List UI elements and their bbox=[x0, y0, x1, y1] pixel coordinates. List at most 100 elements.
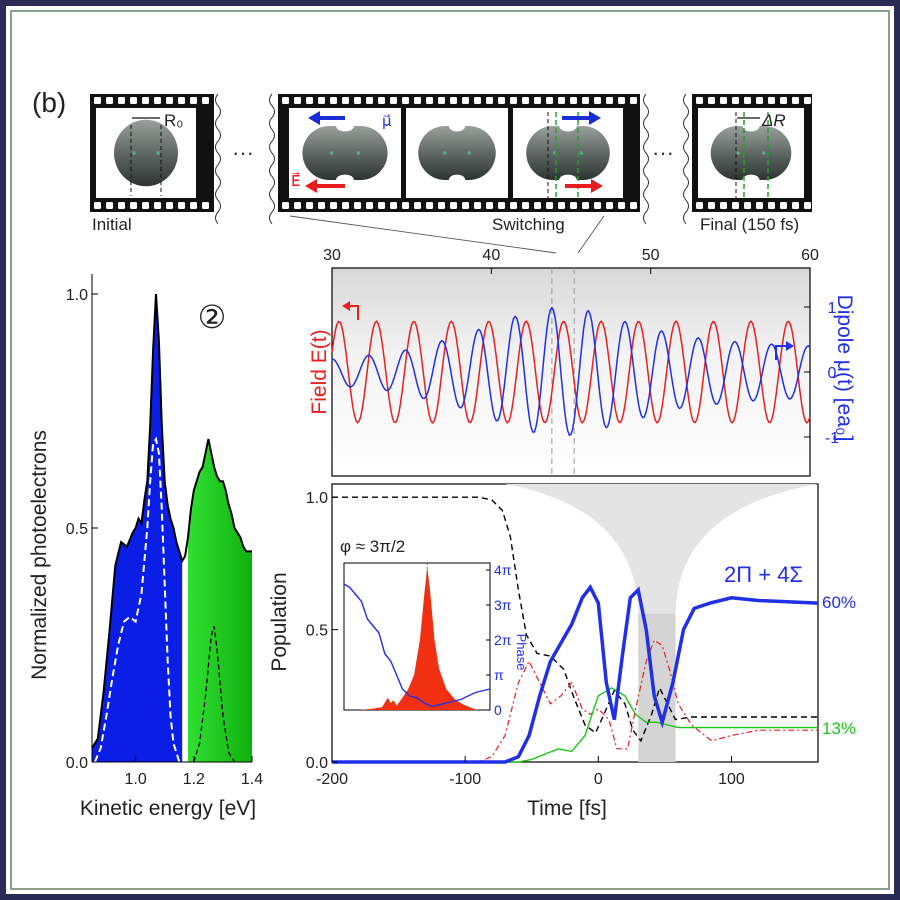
sprocket-hole bbox=[462, 97, 469, 104]
droplet-blob bbox=[114, 119, 178, 187]
nucleus-dot bbox=[156, 151, 160, 155]
field-dipole-plot: 30 40 50 60 1 0 -1 bbox=[323, 247, 839, 477]
film-torn-edge bbox=[683, 93, 689, 225]
sprocket-hole bbox=[708, 202, 715, 209]
sprocket-hole bbox=[696, 202, 703, 209]
film-torn-edge bbox=[215, 93, 221, 225]
y-tick-label: 1.0 bbox=[66, 287, 88, 304]
droplet-blob bbox=[302, 126, 388, 180]
sprocket-hole bbox=[462, 202, 469, 209]
envelope-line bbox=[91, 293, 252, 749]
field-axis-arrowhead bbox=[342, 301, 350, 311]
inset-y-tick-label: π bbox=[494, 667, 504, 683]
dashed-blue-component bbox=[93, 436, 181, 763]
sprocket-hole bbox=[378, 202, 385, 209]
sprocket-hole bbox=[378, 97, 385, 104]
sprocket-hole bbox=[606, 97, 613, 104]
blob-waist bbox=[336, 120, 354, 132]
sprocket-hole bbox=[426, 97, 433, 104]
black-dashed-line bbox=[332, 496, 818, 743]
sprocket-hole bbox=[696, 97, 703, 104]
inset-y-tick-label: 4π bbox=[494, 562, 512, 578]
sprocket-hole bbox=[498, 202, 505, 209]
sprocket-hole bbox=[780, 97, 787, 104]
sprocket-hole bbox=[708, 97, 715, 104]
sprocket-hole bbox=[330, 202, 337, 209]
panel-label: (b) bbox=[32, 87, 66, 118]
population-plot: 0.0 0.5 1.0 -200 -100 0 100 0 π 2π 3π 4π bbox=[306, 483, 819, 788]
sprocket-hole bbox=[534, 202, 541, 209]
nucleus-dot bbox=[579, 151, 583, 155]
sprocket-hole bbox=[474, 202, 481, 209]
spectrum-xlabel: Kinetic energy [eV] bbox=[80, 797, 256, 820]
inset-spectrum-fill bbox=[344, 566, 490, 710]
end-label-60: 60% bbox=[822, 593, 856, 612]
blob-waist bbox=[559, 174, 577, 186]
blob-waist bbox=[742, 120, 760, 132]
blob-waist bbox=[742, 174, 760, 186]
switching-band bbox=[638, 613, 676, 762]
sprocket-hole bbox=[190, 97, 197, 104]
sprocket-hole bbox=[558, 97, 565, 104]
red-dashdot-line bbox=[332, 639, 818, 763]
sprocket-hole bbox=[118, 202, 125, 209]
x-tick-label: 50 bbox=[642, 247, 660, 264]
nucleus-dot bbox=[761, 151, 766, 155]
film-frame-initial bbox=[90, 93, 221, 225]
sprocket-hole bbox=[732, 202, 739, 209]
sprocket-hole bbox=[486, 97, 493, 104]
sprocket-hole bbox=[366, 97, 373, 104]
x-tick-label: -200 bbox=[316, 771, 348, 788]
field-ylabel: Field E(t) bbox=[308, 329, 331, 414]
y-tick-label: 1.0 bbox=[306, 490, 328, 507]
sprocket-hole bbox=[342, 97, 349, 104]
x-tick-label: -100 bbox=[449, 771, 481, 788]
sprocket-hole bbox=[756, 97, 763, 104]
zoom-line-left bbox=[289, 215, 557, 254]
sprocket-hole bbox=[450, 202, 457, 209]
sprocket-hole bbox=[282, 97, 289, 104]
spectrum-badge: ② bbox=[198, 299, 227, 335]
sprocket-hole bbox=[756, 202, 763, 209]
sprocket-hole bbox=[606, 202, 613, 209]
sprocket-hole bbox=[414, 97, 421, 104]
sprocket-hole bbox=[202, 97, 209, 104]
sprocket-hole bbox=[522, 97, 529, 104]
sprocket-hole bbox=[354, 202, 361, 209]
sprocket-hole bbox=[178, 97, 185, 104]
sprocket-hole bbox=[744, 202, 751, 209]
x-tick-label: 1.0 bbox=[125, 771, 147, 788]
e-arrow-left bbox=[305, 179, 345, 193]
sprocket-hole bbox=[402, 202, 409, 209]
y-tick-label: 1 bbox=[828, 300, 837, 317]
filmstrip: ··· ··· Initial Switching Final (150 fs)… bbox=[90, 93, 812, 254]
sprocket-hole bbox=[594, 202, 601, 209]
nucleus-dot bbox=[467, 151, 472, 155]
sprocket-hole bbox=[106, 202, 113, 209]
x-tick-label: 1.2 bbox=[183, 771, 205, 788]
sprocket-hole bbox=[792, 97, 799, 104]
sprocket-hole bbox=[142, 202, 149, 209]
end-label-13: 13% bbox=[822, 719, 856, 738]
sprocket-hole bbox=[438, 97, 445, 104]
blue-fill bbox=[92, 294, 183, 762]
sprocket-hole bbox=[390, 97, 397, 104]
sprocket-hole bbox=[118, 97, 125, 104]
population-xlabel: Time [fs] bbox=[527, 797, 607, 820]
sprocket-hole bbox=[354, 97, 361, 104]
ellipsis-right: ··· bbox=[652, 140, 674, 165]
sprocket-hole bbox=[294, 202, 301, 209]
inset-axis-title: Phase bbox=[514, 634, 529, 671]
blue-thick-line bbox=[332, 584, 819, 764]
sprocket-hole bbox=[94, 202, 101, 209]
sprocket-hole bbox=[106, 97, 113, 104]
ellipsis-left: ··· bbox=[232, 140, 254, 165]
dipole-axis-arrow bbox=[775, 345, 788, 360]
y-tick-label: 0.0 bbox=[306, 755, 328, 772]
sprocket-hole bbox=[534, 97, 541, 104]
field-axis-arrow bbox=[348, 305, 359, 320]
film-frame-final bbox=[683, 93, 812, 225]
sprocket-hole bbox=[130, 202, 137, 209]
